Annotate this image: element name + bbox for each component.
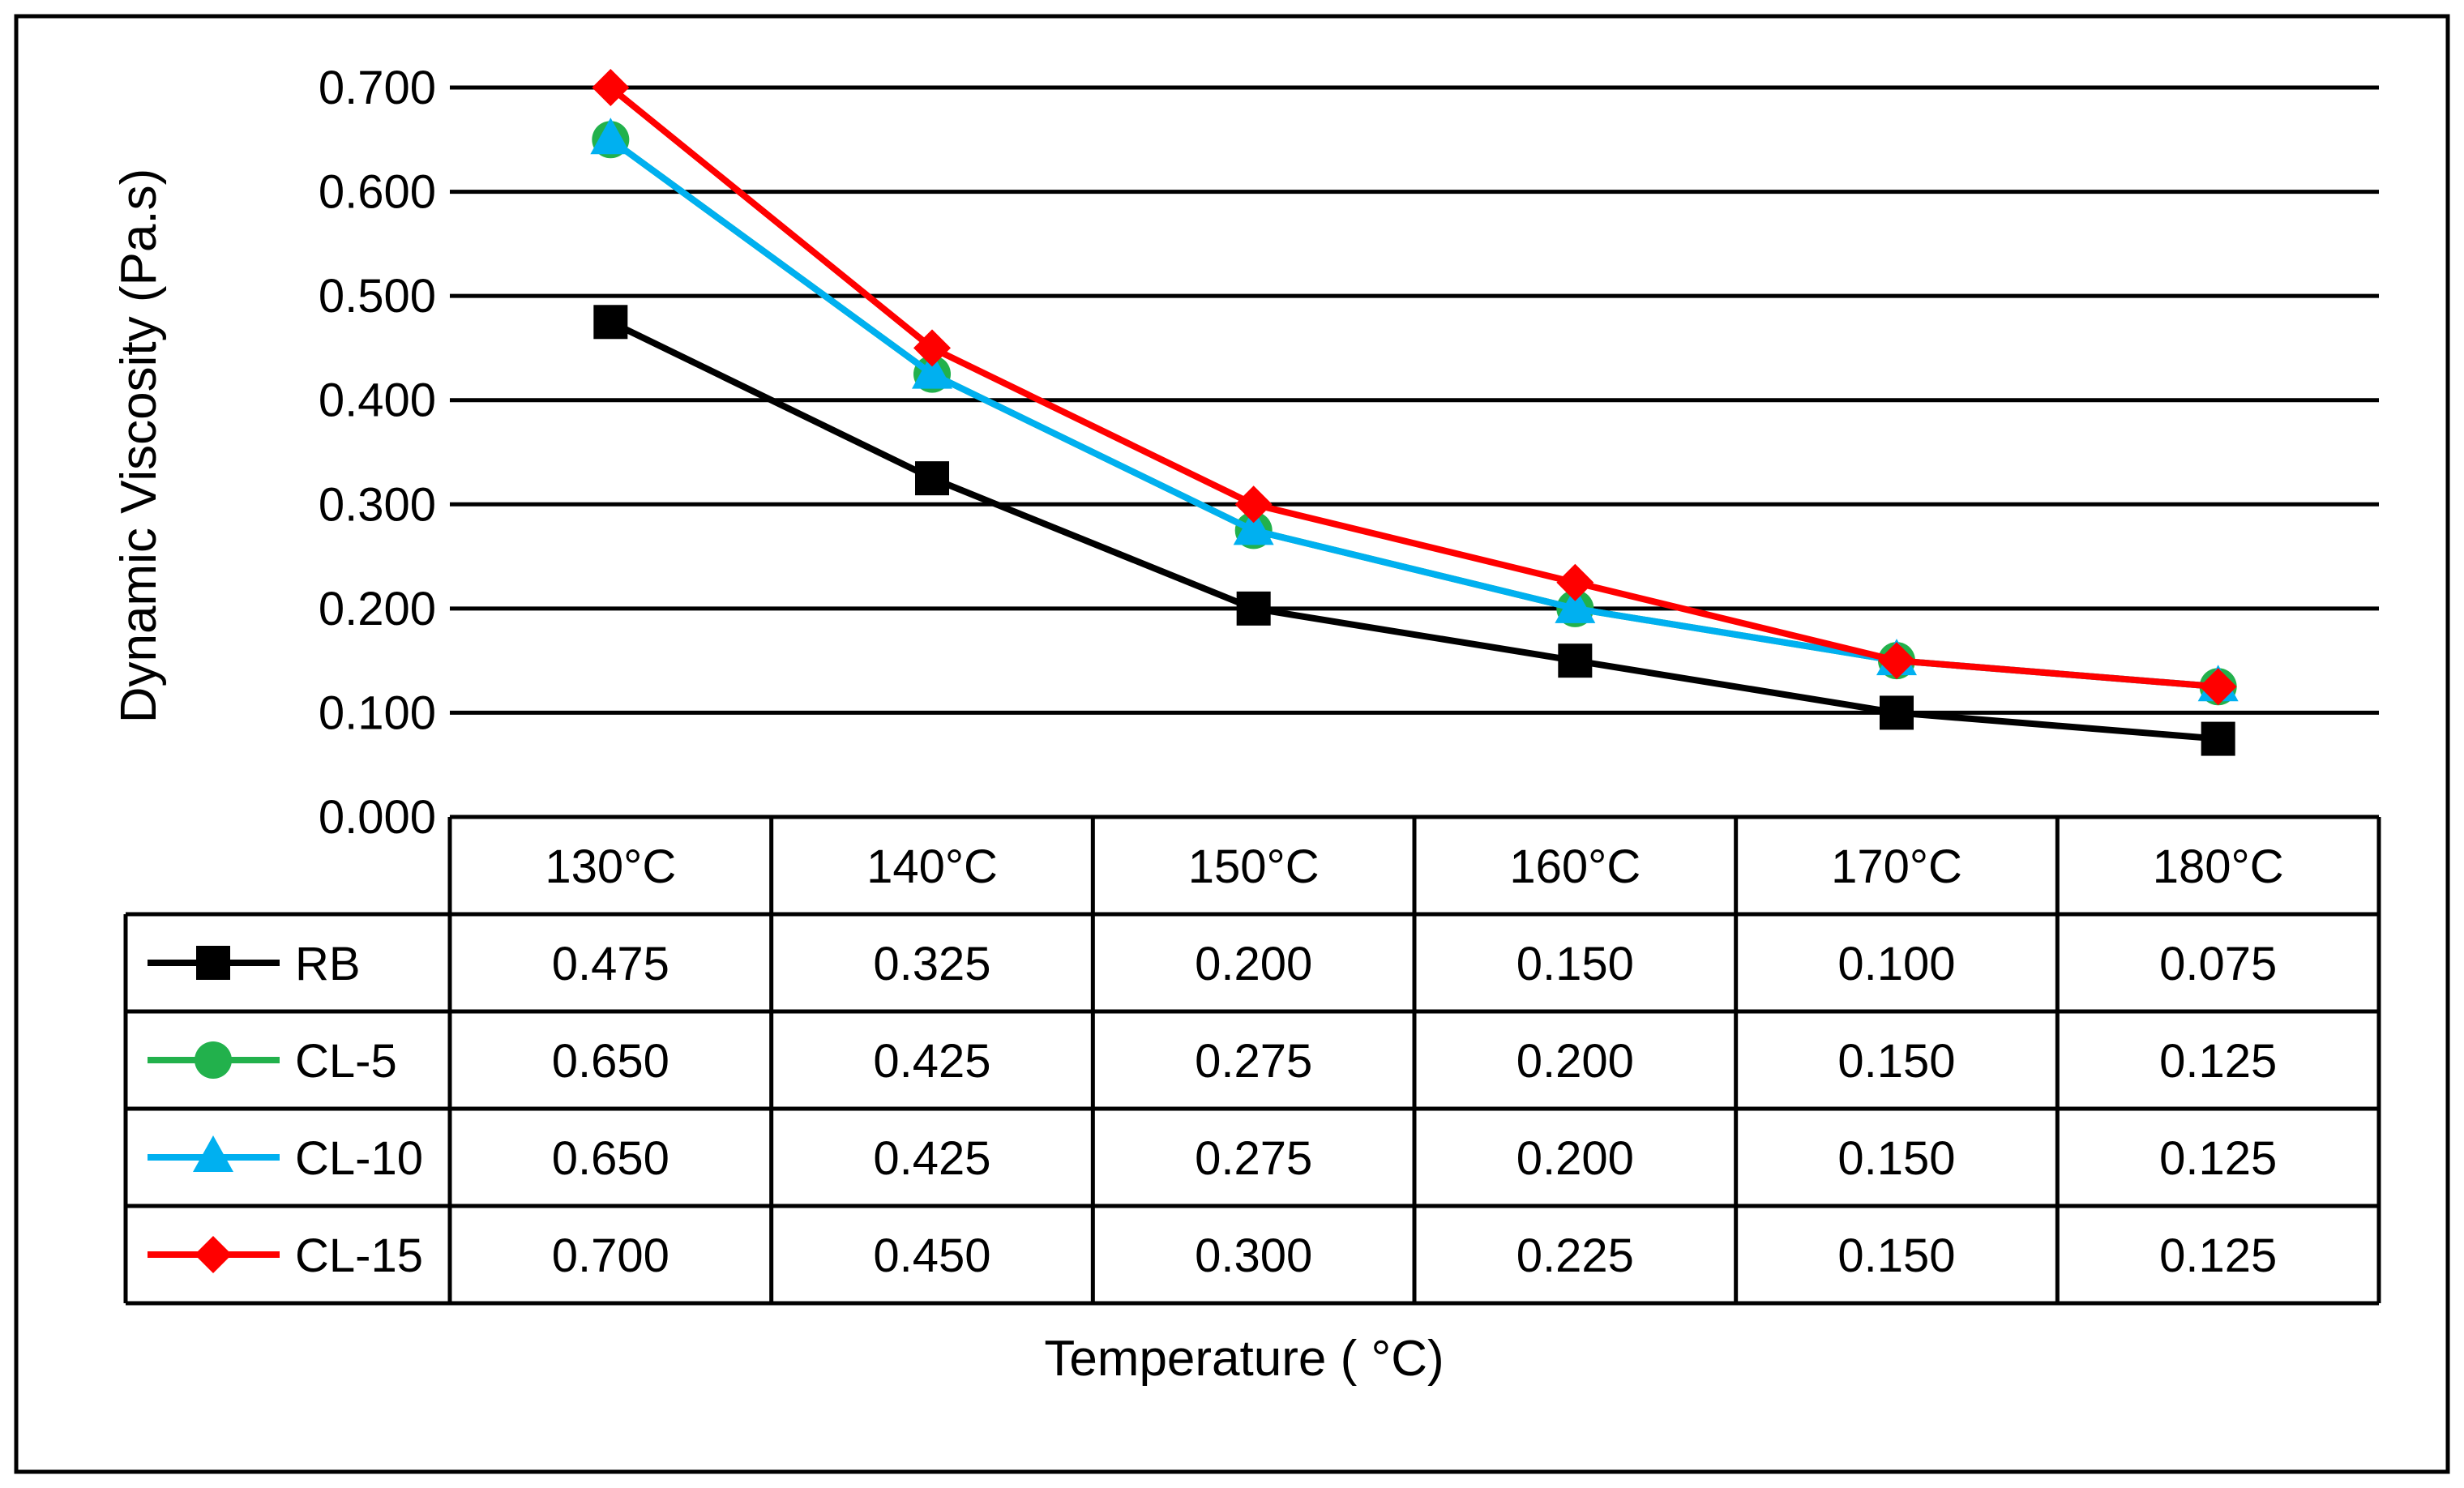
legend-marker-cl-5 <box>195 1041 232 1079</box>
data-point-cl-10 <box>590 118 631 155</box>
table-cell-value: 0.325 <box>873 938 990 990</box>
y-tick-label: 0.600 <box>319 166 436 219</box>
table-cell-value: 0.150 <box>1837 1132 1955 1185</box>
data-point-rb <box>915 461 949 496</box>
table-cell-value: 0.475 <box>552 938 669 990</box>
table-cell-value: 0.200 <box>1516 1035 1634 1088</box>
x-tick-label: 180°C <box>2153 840 2284 893</box>
table-cell-value: 0.700 <box>552 1229 669 1282</box>
data-point-cl-15 <box>913 329 951 367</box>
table-cell-value: 0.225 <box>1516 1229 1634 1282</box>
chart-frame <box>14 14 2450 1474</box>
table-cell-value: 0.200 <box>1195 938 1312 990</box>
y-axis-title: Dynamic Viscosity (Pa.s) <box>111 169 167 723</box>
legend-label: RB <box>295 938 361 990</box>
x-tick-label: 140°C <box>866 840 998 893</box>
table-cell-value: 0.150 <box>1837 1229 1955 1282</box>
table-cell-value: 0.125 <box>2159 1229 2277 1282</box>
x-axis-title: Temperature ( °C) <box>1044 1331 1444 1387</box>
y-tick-label: 0.200 <box>319 583 436 635</box>
table-cell-value: 0.650 <box>552 1035 669 1088</box>
series-line-cl-15 <box>608 84 2218 691</box>
table-cell-value: 0.425 <box>873 1035 990 1088</box>
y-tick-label: 0.700 <box>319 62 436 114</box>
y-tick-label: 0.400 <box>319 374 436 427</box>
data-point-cl-15 <box>1234 485 1273 524</box>
data-point-cl-10 <box>1233 508 1274 545</box>
data-point-cl-10 <box>912 352 952 389</box>
table-cell-value: 0.275 <box>1195 1132 1312 1185</box>
data-point-rb <box>1558 644 1593 678</box>
x-tick-label: 160°C <box>1509 840 1641 893</box>
series-line-rb <box>609 319 2218 742</box>
table-cell-value: 0.150 <box>1516 938 1634 990</box>
table-cell-value: 0.150 <box>1837 1035 1955 1088</box>
data-point-rb <box>1880 695 1914 730</box>
table-cell-value: 0.425 <box>873 1132 990 1185</box>
data-point-rb <box>2201 721 2235 756</box>
y-tick-label: 0.100 <box>319 686 436 739</box>
x-tick-label: 130°C <box>545 840 676 893</box>
table-cell-value: 0.650 <box>552 1132 669 1185</box>
table-cell-value: 0.275 <box>1195 1035 1312 1088</box>
x-tick-label: 170°C <box>1831 840 1962 893</box>
data-point-cl-15 <box>1556 563 1594 601</box>
legend-marker-cl-15 <box>195 1236 232 1273</box>
legend-marker-cl-10 <box>193 1135 233 1172</box>
data-point-rb <box>593 305 628 340</box>
legend-marker-rb <box>196 946 230 980</box>
data-point-cl-15 <box>592 69 630 106</box>
table-cell-value: 0.125 <box>2159 1132 2277 1185</box>
y-tick-label: 0.300 <box>319 478 436 531</box>
legend-label: CL-10 <box>295 1132 423 1185</box>
table-cell-value: 0.125 <box>2159 1035 2277 1088</box>
table-cell-value: 0.450 <box>873 1229 990 1282</box>
table-cell-value: 0.075 <box>2159 938 2277 990</box>
data-point-cl-15 <box>1878 642 1915 680</box>
data-point-cl-15 <box>2199 668 2237 706</box>
table-cell-value: 0.100 <box>1837 938 1955 990</box>
data-point-cl-10 <box>1555 586 1596 623</box>
legend-label: CL-15 <box>295 1229 423 1282</box>
legend-label: CL-5 <box>295 1035 397 1088</box>
table-cell-value: 0.300 <box>1195 1229 1312 1282</box>
y-tick-label: 0.500 <box>319 270 436 323</box>
x-tick-label: 150°C <box>1188 840 1320 893</box>
table-cell-value: 0.200 <box>1516 1132 1634 1185</box>
data-point-rb <box>1236 591 1271 626</box>
y-tick-label: 0.000 <box>319 791 436 844</box>
